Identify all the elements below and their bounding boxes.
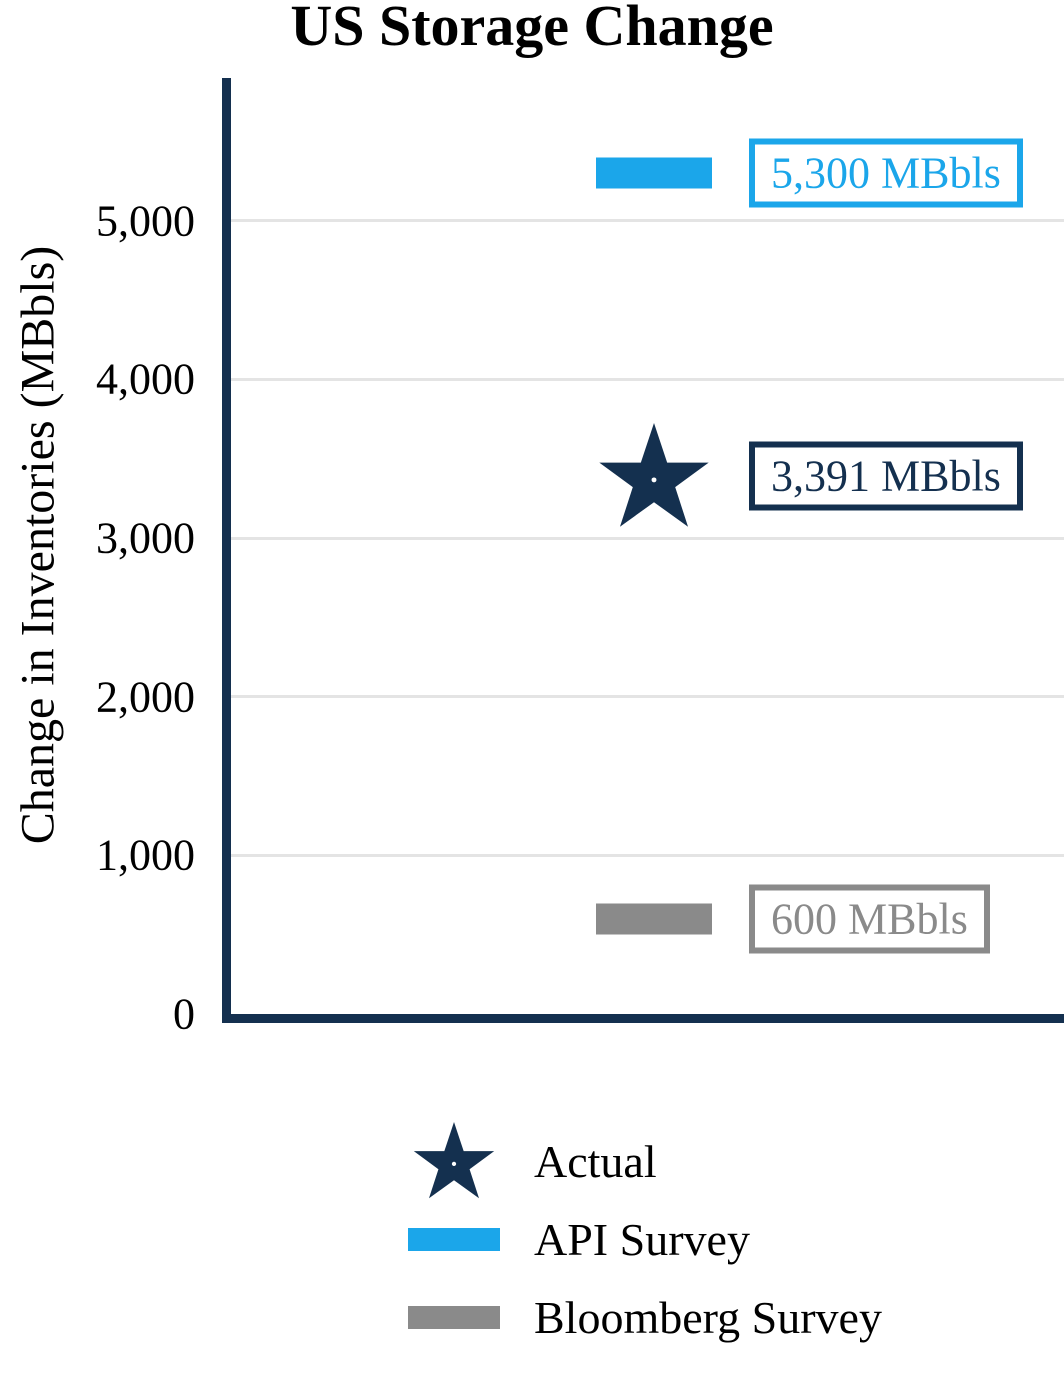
legend-item-bloomberg-survey: Bloomberg Survey bbox=[402, 1278, 882, 1356]
y-tick-label: 2,000 bbox=[96, 672, 195, 722]
y-tick-label: 4,000 bbox=[96, 354, 195, 404]
gridline bbox=[231, 695, 1064, 699]
plot-area: 5,300 MBbls 3,391 MBbls 600 MBbls bbox=[222, 78, 1064, 1023]
y-axis-ticks: 0 1,000 2,000 3,000 4,000 5,000 bbox=[0, 78, 205, 1038]
y-tick-label: 5,000 bbox=[96, 196, 195, 246]
y-tick-label: 0 bbox=[173, 989, 195, 1039]
y-tick-label: 3,000 bbox=[96, 513, 195, 563]
api-survey-bar-marker bbox=[596, 157, 712, 189]
legend-label-api-survey: API Survey bbox=[534, 1213, 750, 1265]
gridline bbox=[231, 377, 1064, 381]
chart-title: US Storage Change bbox=[290, 0, 774, 58]
api-survey-swatch bbox=[408, 1227, 500, 1251]
gridline bbox=[231, 536, 1064, 540]
y-tick-label: 1,000 bbox=[96, 830, 195, 880]
bloomberg-survey-value-box: 600 MBbls bbox=[749, 884, 990, 954]
legend-label-bloomberg-survey: Bloomberg Survey bbox=[534, 1291, 882, 1343]
actual-star-marker bbox=[598, 423, 710, 529]
bloomberg-survey-swatch bbox=[408, 1305, 500, 1329]
legend: Actual API Survey Bloomberg Survey bbox=[402, 1122, 882, 1356]
star-icon bbox=[402, 1122, 506, 1200]
legend-item-api-survey: API Survey bbox=[402, 1200, 882, 1278]
bloomberg-survey-bar-marker bbox=[596, 903, 712, 935]
legend-label-actual: Actual bbox=[534, 1135, 657, 1187]
api-survey-value-box: 5,300 MBbls bbox=[749, 138, 1023, 208]
legend-item-actual: Actual bbox=[402, 1122, 882, 1200]
gridline bbox=[231, 219, 1064, 223]
gridline bbox=[231, 853, 1064, 857]
actual-value-box: 3,391 MBbls bbox=[749, 441, 1023, 511]
star-icon bbox=[599, 423, 709, 527]
